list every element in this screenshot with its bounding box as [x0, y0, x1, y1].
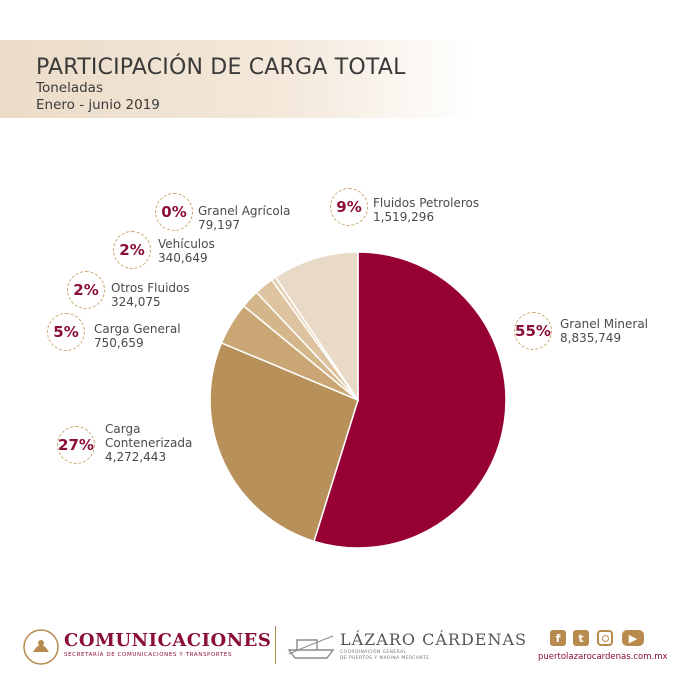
website-url[interactable]: puertolazarocardenas.com.mx [538, 652, 668, 662]
label-value: 4,272,443 [105, 450, 167, 464]
brand-comunicaciones: COMUNICACIONES [64, 630, 272, 651]
label-value: 324,075 [111, 295, 161, 309]
label-value: 8,835,749 [560, 331, 622, 345]
label-value: 79,197 [198, 218, 240, 232]
label-name: Granel Mineral [560, 317, 649, 331]
badge-carga-contenerizada: 27% [57, 426, 95, 464]
ship-icon [287, 635, 335, 659]
footer-divider [275, 626, 276, 664]
mexico-seal-icon [23, 629, 59, 665]
label-value: 1,519,296 [373, 210, 435, 224]
label-granel-mineral: Granel Mineral 8,835,749 [560, 317, 648, 345]
label-fluidos-petroleros: Fluidos Petroleros 1,519,296 [373, 196, 479, 224]
label-name: Fluidos Petroleros [373, 196, 480, 210]
brand-lazaro-cardenas: LÁZARO CÁRDENAS [340, 630, 527, 649]
label-name: Vehículos [158, 237, 215, 251]
label-value: 750,659 [94, 336, 144, 350]
badge-granel-agricola: 0% [155, 193, 193, 231]
badge-granel-mineral: 55% [514, 312, 552, 350]
facebook-icon[interactable]: f [550, 630, 566, 646]
header-banner [0, 40, 475, 118]
page-subtitle: Toneladas [36, 80, 103, 96]
label-name: Otros Fluidos [111, 281, 190, 295]
brand-comunicaciones-sub: SECRETARÍA DE COMUNICACIONES Y TRANSPORT… [64, 652, 233, 658]
label-name: Carga General [94, 322, 181, 336]
brand-lazaro-sub2: DE PUERTOS Y MARINA MERCANTE [340, 656, 430, 661]
pie-slice-granel-mineral [313, 251, 507, 549]
brand-lazaro-sub1: COORDINACIÓN GENERAL [340, 650, 407, 655]
label-vehiculos: Vehículos 340,649 [158, 237, 215, 265]
page-period: Enero - junio 2019 [36, 97, 160, 113]
footer: COMUNICACIONES SECRETARÍA DE COMUNICACIO… [0, 622, 680, 672]
twitter-icon[interactable]: t [573, 630, 589, 646]
label-value: 340,649 [158, 251, 208, 265]
page-title: PARTICIPACIÓN DE CARGA TOTAL [36, 55, 406, 80]
label-carga-general: Carga General 750,659 [94, 322, 181, 350]
label-otros-fluidos: Otros Fluidos 324,075 [111, 281, 190, 309]
badge-vehiculos: 2% [113, 231, 151, 269]
youtube-icon[interactable]: ▶ [622, 630, 644, 646]
pie-slice-carga-contenerizada [209, 341, 359, 543]
pie-slice-fluidos-petroleros [274, 251, 359, 403]
label-granel-agricola: Granel Agrícola 79,197 [198, 204, 290, 232]
label-carga-contenerizada: Carga Contenerizada 4,272,443 [105, 422, 215, 464]
label-name: Granel Agrícola [198, 204, 291, 218]
pie-chart [209, 251, 507, 549]
badge-fluidos-petroleros: 9% [330, 188, 368, 226]
badge-carga-general: 5% [47, 313, 85, 351]
instagram-lens [601, 634, 609, 642]
badge-otros-fluidos: 2% [67, 271, 105, 309]
label-name: Carga Contenerizada [105, 422, 193, 450]
instagram-icon[interactable] [597, 630, 613, 646]
